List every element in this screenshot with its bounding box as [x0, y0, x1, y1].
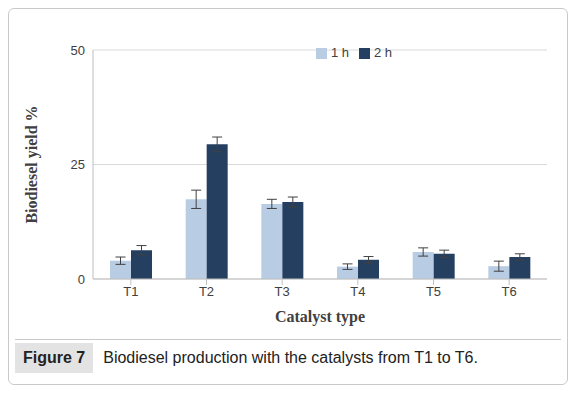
svg-text:T6: T6	[502, 284, 517, 299]
html-text:Figure 7: Figure 7	[23, 349, 86, 366]
html-text:2 h: 2 h	[374, 45, 393, 60]
svg-text:50: 50	[71, 43, 85, 58]
svg-text:Biodiesel yield %: Biodiesel yield %	[23, 105, 41, 223]
svg-text:T1: T1	[123, 284, 138, 299]
svg-text:Catalyst type: Catalyst type	[275, 308, 365, 326]
html-text:Biodiesel production with the: Biodiesel production with the catalysts …	[103, 349, 478, 366]
html-text:1 h: 1 h	[330, 45, 349, 60]
svg-text:25: 25	[71, 157, 85, 172]
svg-text:0: 0	[78, 272, 85, 287]
svg-text:T3: T3	[275, 284, 290, 299]
svg-text:T5: T5	[426, 284, 441, 299]
svg-text:T4: T4	[350, 284, 365, 299]
svg-text:T2: T2	[199, 284, 214, 299]
